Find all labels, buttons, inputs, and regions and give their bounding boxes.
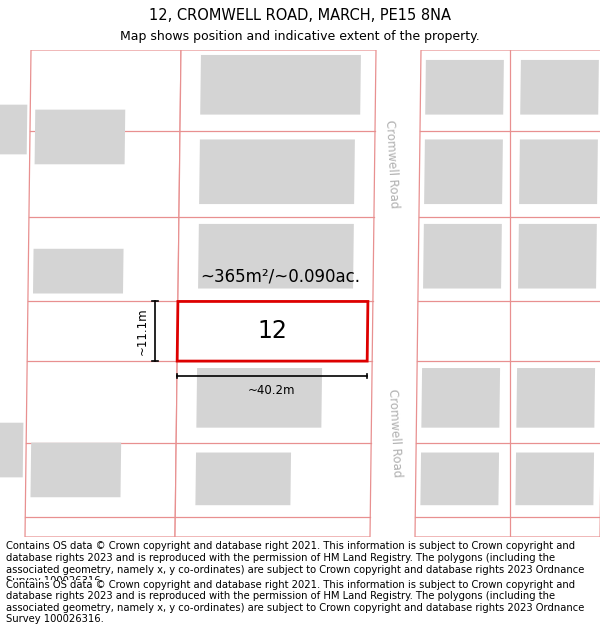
- Polygon shape: [515, 452, 594, 505]
- Text: Contains OS data © Crown copyright and database right 2021. This information is : Contains OS data © Crown copyright and d…: [6, 579, 584, 624]
- Polygon shape: [517, 368, 595, 428]
- Text: Contains OS data © Crown copyright and database right 2021. This information is : Contains OS data © Crown copyright and d…: [6, 541, 584, 586]
- Text: ~40.2m: ~40.2m: [248, 384, 296, 398]
- Polygon shape: [198, 224, 354, 289]
- Polygon shape: [372, 50, 418, 537]
- Polygon shape: [0, 422, 23, 478]
- Text: Cromwell Road: Cromwell Road: [383, 120, 401, 209]
- Polygon shape: [199, 139, 355, 204]
- Polygon shape: [421, 368, 500, 428]
- Polygon shape: [177, 301, 368, 361]
- Text: 12: 12: [257, 319, 287, 343]
- Polygon shape: [196, 368, 322, 428]
- Polygon shape: [519, 139, 598, 204]
- Polygon shape: [33, 249, 124, 294]
- Polygon shape: [200, 55, 361, 114]
- Polygon shape: [175, 50, 376, 537]
- Text: Map shows position and indicative extent of the property.: Map shows position and indicative extent…: [120, 30, 480, 42]
- Polygon shape: [0, 104, 28, 154]
- Polygon shape: [35, 109, 125, 164]
- Polygon shape: [196, 452, 291, 505]
- Text: ~365m²/~0.090ac.: ~365m²/~0.090ac.: [200, 268, 360, 286]
- Polygon shape: [25, 50, 181, 537]
- Polygon shape: [421, 452, 499, 505]
- Polygon shape: [518, 224, 597, 289]
- Polygon shape: [31, 442, 121, 498]
- Polygon shape: [425, 60, 504, 114]
- Text: Cromwell Road: Cromwell Road: [386, 388, 404, 477]
- Polygon shape: [423, 224, 502, 289]
- Polygon shape: [520, 60, 599, 114]
- Text: ~11.1m: ~11.1m: [136, 308, 149, 355]
- Polygon shape: [424, 139, 503, 204]
- Polygon shape: [415, 50, 600, 537]
- Text: 12, CROMWELL ROAD, MARCH, PE15 8NA: 12, CROMWELL ROAD, MARCH, PE15 8NA: [149, 8, 451, 23]
